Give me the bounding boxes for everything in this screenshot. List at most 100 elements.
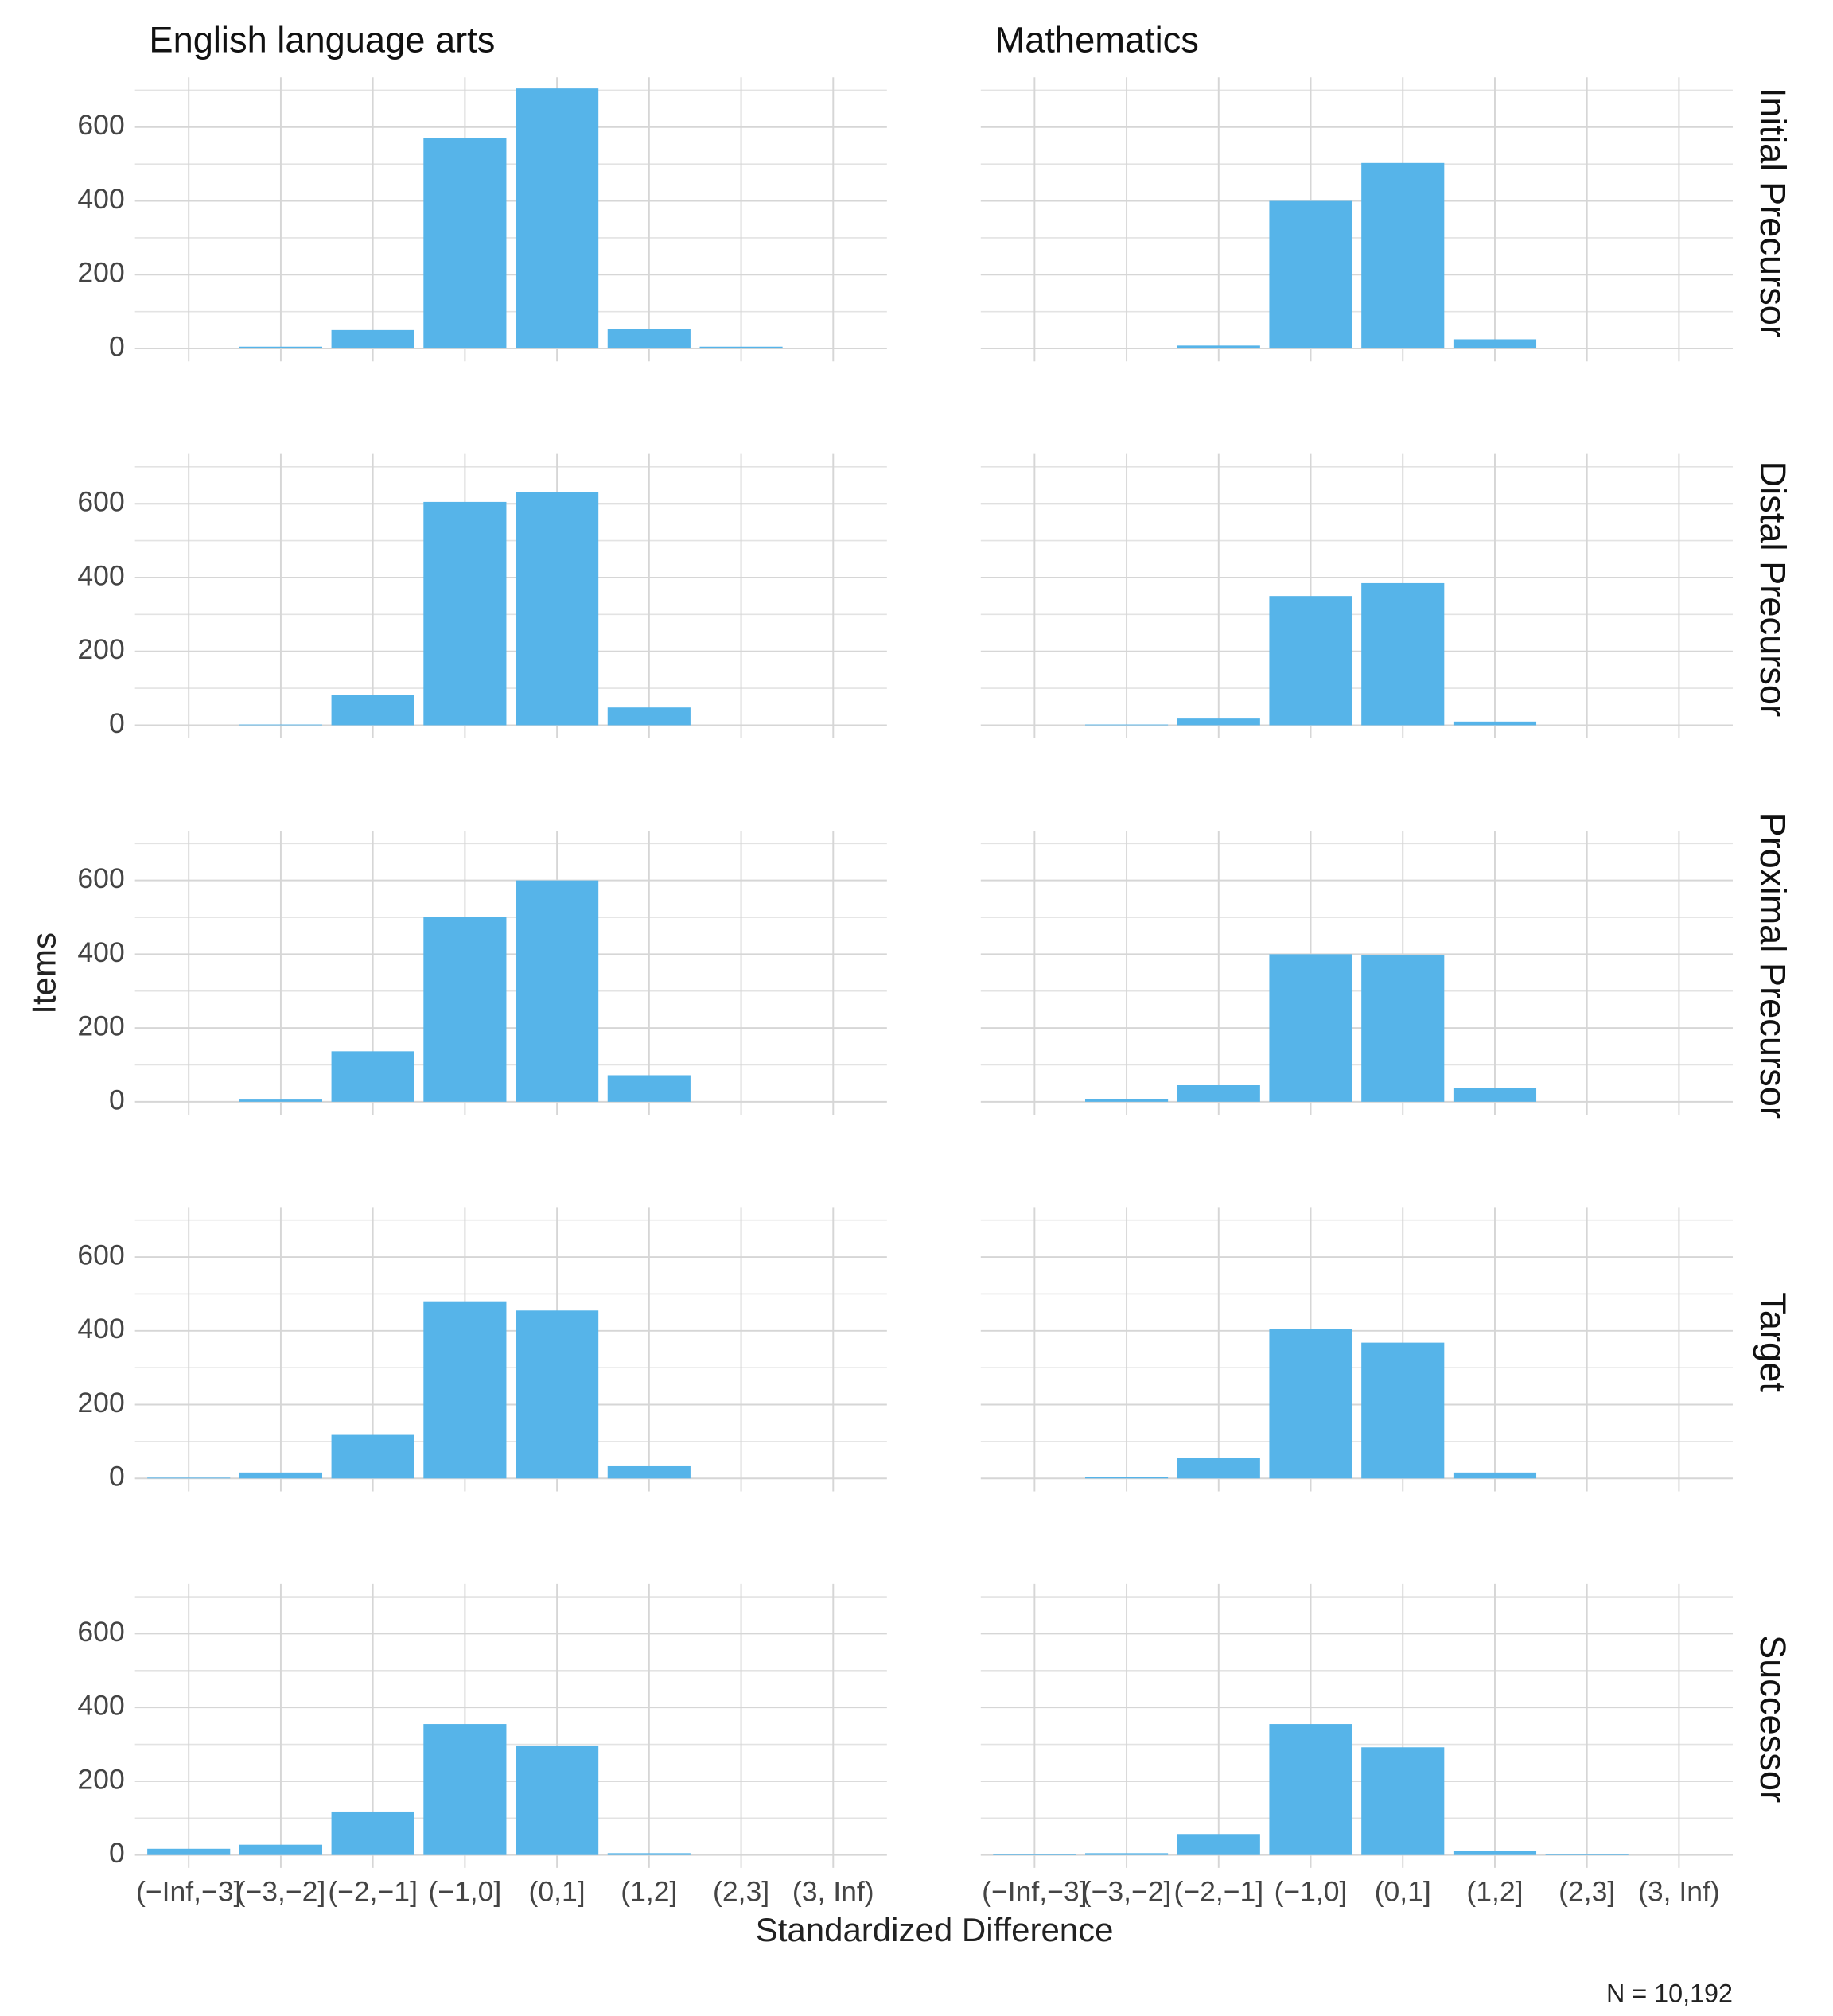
bar	[331, 1051, 414, 1102]
x-tick-label: (3, Inf)	[1638, 1876, 1720, 1908]
bar	[1269, 1329, 1352, 1479]
bar	[239, 1844, 323, 1855]
bar	[1269, 954, 1352, 1102]
bar	[516, 88, 599, 349]
bar	[516, 1745, 599, 1855]
y-tick-label: 200	[77, 1387, 124, 1419]
y-tick-label: 0	[109, 1084, 125, 1115]
y-tick-label: 400	[77, 936, 124, 968]
bar	[1177, 1458, 1260, 1479]
row-label: Target	[1753, 1292, 1793, 1392]
row-label: Successor	[1753, 1635, 1793, 1803]
bar	[239, 724, 323, 726]
y-tick-label: 0	[109, 707, 125, 739]
bar	[1177, 1834, 1260, 1855]
bar	[1084, 724, 1169, 726]
bar	[147, 1477, 231, 1479]
y-tick-label: 600	[77, 109, 124, 141]
bar	[699, 346, 783, 349]
x-tick-label: (3, Inf)	[792, 1876, 874, 1908]
y-tick-label: 200	[77, 633, 124, 665]
bar	[1084, 1853, 1169, 1855]
y-tick-label: 0	[109, 1461, 125, 1493]
bar	[1361, 162, 1445, 349]
bar	[331, 1811, 414, 1855]
x-tick-label: (−1,0]	[1275, 1876, 1348, 1908]
bar	[423, 1724, 507, 1855]
bar	[607, 1075, 691, 1102]
x-tick-label: (−3,−2]	[236, 1876, 326, 1908]
bar	[423, 917, 507, 1102]
y-tick-label: 400	[77, 183, 124, 215]
note: N = 10,192	[1606, 1979, 1733, 2007]
bar	[1269, 596, 1352, 726]
bar	[423, 1301, 507, 1479]
y-tick-label: 600	[77, 486, 124, 518]
column-title: English language arts	[149, 20, 495, 60]
bar	[331, 695, 414, 726]
bar	[1177, 718, 1260, 726]
y-tick-label: 0	[109, 1837, 125, 1869]
bar	[993, 1854, 1076, 1855]
bar	[1177, 345, 1260, 349]
bar	[607, 1853, 691, 1855]
bar	[423, 138, 507, 349]
y-tick-label: 200	[77, 1763, 124, 1795]
row-label: Initial Precursor	[1753, 88, 1793, 337]
bar	[1361, 955, 1445, 1102]
y-tick-label: 400	[77, 1313, 124, 1345]
y-tick-label: 0	[109, 330, 125, 362]
bar	[516, 880, 599, 1102]
y-tick-label: 200	[77, 1010, 124, 1042]
bar	[239, 1472, 323, 1479]
x-tick-label: (−Inf,−3]	[136, 1876, 241, 1908]
x-tick-label: (0,1]	[1375, 1876, 1431, 1908]
x-tick-label: (−2,−1]	[328, 1876, 418, 1908]
x-tick-label: (−Inf,−3]	[982, 1876, 1087, 1908]
bar	[239, 346, 323, 349]
y-axis-label: Items	[25, 932, 62, 1014]
bar	[1084, 1099, 1169, 1102]
bar	[239, 1099, 323, 1102]
x-tick-label: (2,3]	[713, 1876, 769, 1908]
bar	[1453, 1088, 1537, 1102]
bar	[147, 1848, 231, 1855]
y-tick-label: 400	[77, 1690, 124, 1722]
bar	[607, 707, 691, 726]
y-tick-label: 200	[77, 257, 124, 289]
bar	[1453, 339, 1537, 349]
bar	[1177, 1085, 1260, 1102]
bar	[1361, 1747, 1445, 1855]
y-tick-label: 600	[77, 862, 124, 894]
bar	[516, 492, 599, 726]
bar	[1361, 582, 1445, 726]
x-tick-label: (1,2]	[621, 1876, 677, 1908]
bar	[607, 1465, 691, 1479]
bar	[1453, 1851, 1537, 1855]
bar	[516, 1310, 599, 1479]
y-tick-label: 600	[77, 1616, 124, 1648]
column-title: Mathematics	[995, 20, 1199, 60]
bar	[1545, 1854, 1629, 1855]
row-label: Distal Precursor	[1753, 461, 1793, 717]
x-tick-label: (−2,−1]	[1173, 1876, 1263, 1908]
bar	[1084, 1477, 1169, 1479]
y-tick-label: 400	[77, 559, 124, 591]
row-label: Proximal Precursor	[1753, 812, 1793, 1118]
bar	[331, 1434, 414, 1479]
bar	[331, 329, 414, 349]
x-tick-label: (−1,0]	[428, 1876, 501, 1908]
bar	[1361, 1342, 1445, 1479]
bar	[423, 501, 507, 726]
bar	[1453, 721, 1537, 726]
bar	[1269, 200, 1352, 349]
x-tick-label: (0,1]	[529, 1876, 586, 1908]
x-tick-label: (1,2]	[1466, 1876, 1523, 1908]
y-tick-label: 600	[77, 1239, 124, 1271]
bar	[1453, 1472, 1537, 1479]
x-tick-label: (2,3]	[1559, 1876, 1615, 1908]
x-axis-label: Standardized Difference	[756, 1911, 1114, 1948]
bar	[1269, 1724, 1352, 1855]
x-tick-label: (−3,−2]	[1082, 1876, 1172, 1908]
